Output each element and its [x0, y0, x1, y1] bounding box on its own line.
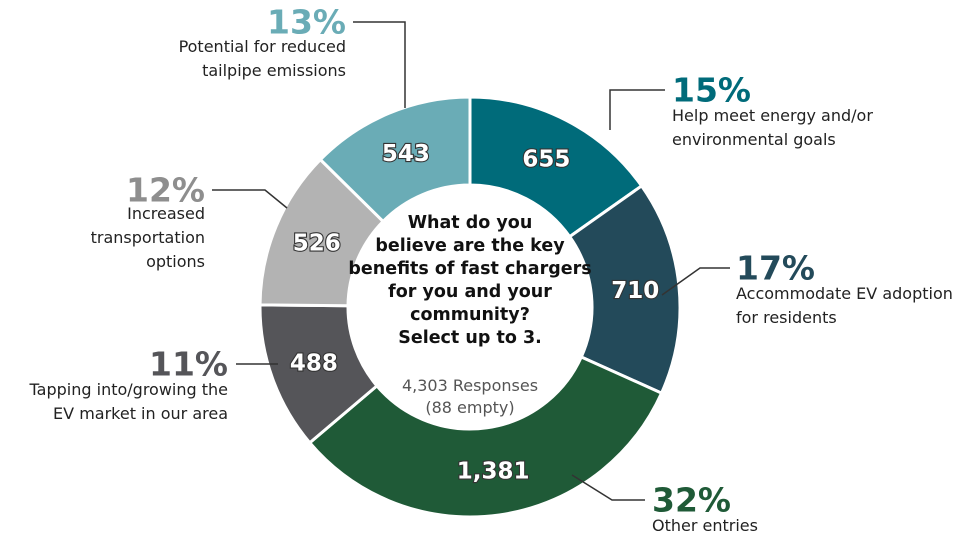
slice-value-label: 526: [293, 230, 341, 256]
donut-slices: 655 710 1,381 488 526 543: [258, 95, 682, 519]
center-question-line: benefits of fast chargers: [348, 259, 591, 279]
center-question-line: community?: [410, 305, 530, 325]
slice-description-label: environmental goals: [672, 130, 836, 149]
slice-value-label: 1,381: [457, 458, 530, 484]
leader-line: [661, 267, 730, 296]
slice-percent-label: 12%: [126, 171, 205, 210]
slice-description-label: tailpipe emissions: [202, 61, 346, 80]
slice-percent-label: 32%: [652, 481, 731, 520]
slice-description-label: options: [146, 252, 205, 271]
center-question-line: for you and your: [388, 282, 552, 302]
slice-value-label: 655: [522, 147, 570, 173]
slice-percent-label: 17%: [736, 249, 815, 288]
slice-callouts: 15%Help meet energy and/or environmental …: [29, 3, 953, 536]
slice-percent-label: 15%: [672, 71, 751, 110]
slice-description-label: Increased: [127, 204, 205, 223]
slice-value-label: 710: [611, 278, 659, 304]
slice-description-label: Tapping into/growing the: [29, 380, 228, 399]
center-question-line: What do you: [408, 213, 533, 233]
slice-description-label: Help meet energy and/or: [672, 106, 873, 125]
leader-line: [353, 21, 406, 108]
slice-description-label: Other entries: [652, 516, 758, 535]
slice-description-label: Potential for reduced: [179, 37, 346, 56]
empty-count: (88 empty): [425, 398, 514, 417]
leader-line: [571, 474, 645, 501]
center-question-line: Select up to 3.: [398, 328, 542, 348]
leader-lines: [212, 21, 730, 501]
leader-line: [609, 89, 665, 130]
slice-value-label: 543: [382, 141, 430, 167]
leader-line: [212, 189, 288, 209]
center-question-line: believe are the key: [375, 236, 565, 256]
slice-value-label: 488: [290, 350, 338, 376]
slice-description-label: for residents: [736, 308, 837, 327]
slice-description-label: Accommodate EV adoption: [736, 284, 953, 303]
slice-2: [307, 355, 664, 519]
slice-percent-label: 13%: [267, 3, 346, 42]
slice-percent-label: 11%: [149, 345, 228, 384]
slice-5: [318, 95, 472, 224]
slice-1: [567, 183, 682, 396]
slice-description-label: transportation: [91, 228, 205, 247]
center-text: What do you believe are the key benefits o…: [348, 213, 591, 417]
responses-count: 4,303 Responses: [402, 376, 538, 395]
slice-description-label: EV market in our area: [53, 404, 228, 423]
